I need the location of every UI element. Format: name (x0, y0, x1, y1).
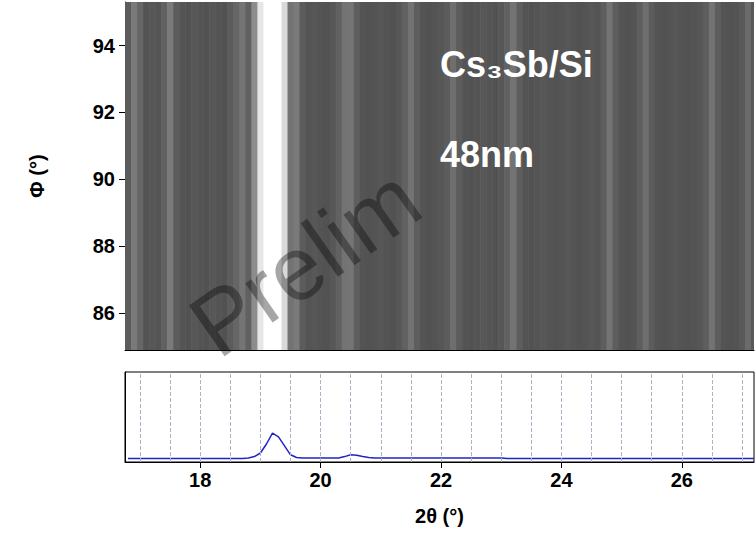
svg-text:86: 86 (93, 302, 115, 324)
svg-text:94: 94 (93, 35, 116, 57)
svg-text:Prelim: Prelim (172, 148, 438, 376)
svg-text:26: 26 (671, 469, 693, 491)
svg-text:24: 24 (550, 469, 573, 491)
svg-text:2θ (°): 2θ (°) (415, 505, 464, 527)
svg-text:48nm: 48nm (440, 134, 534, 175)
svg-text:18: 18 (189, 469, 211, 491)
svg-text:Φ (°): Φ (°) (26, 154, 48, 197)
svg-text:Cs₃Sb/Si: Cs₃Sb/Si (440, 44, 593, 85)
svg-text:92: 92 (93, 101, 115, 123)
svg-text:90: 90 (93, 168, 115, 190)
svg-text:88: 88 (93, 235, 115, 257)
svg-text:20: 20 (309, 469, 331, 491)
svg-text:22: 22 (430, 469, 452, 491)
